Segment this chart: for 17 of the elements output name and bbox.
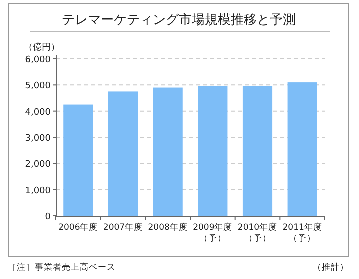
ytick: 3,000 (25, 134, 51, 144)
ytick: 1,000 (25, 186, 51, 196)
ytick: 4,000 (25, 108, 51, 118)
ytick: 0 (45, 212, 51, 222)
source: （推計） (313, 263, 349, 273)
ytick: 5,000 (25, 82, 51, 92)
xtick: 2010年度（予） (238, 223, 278, 244)
xtick: 2007年度 (103, 223, 144, 233)
ytick: 6,000 (25, 56, 51, 66)
title: テレマーケティング市場規模推移と予測 (62, 13, 296, 28)
xtick: 2006年度 (58, 223, 98, 233)
ylabel: （億円） (24, 43, 60, 53)
xtick: 2009年度（予） (193, 223, 233, 244)
ytick: 2,000 (25, 160, 51, 170)
note: ［注］事業者売上高ベース (8, 263, 116, 273)
xtick: 2008年度 (148, 223, 188, 233)
xtick: 2011年度（予） (282, 223, 322, 244)
